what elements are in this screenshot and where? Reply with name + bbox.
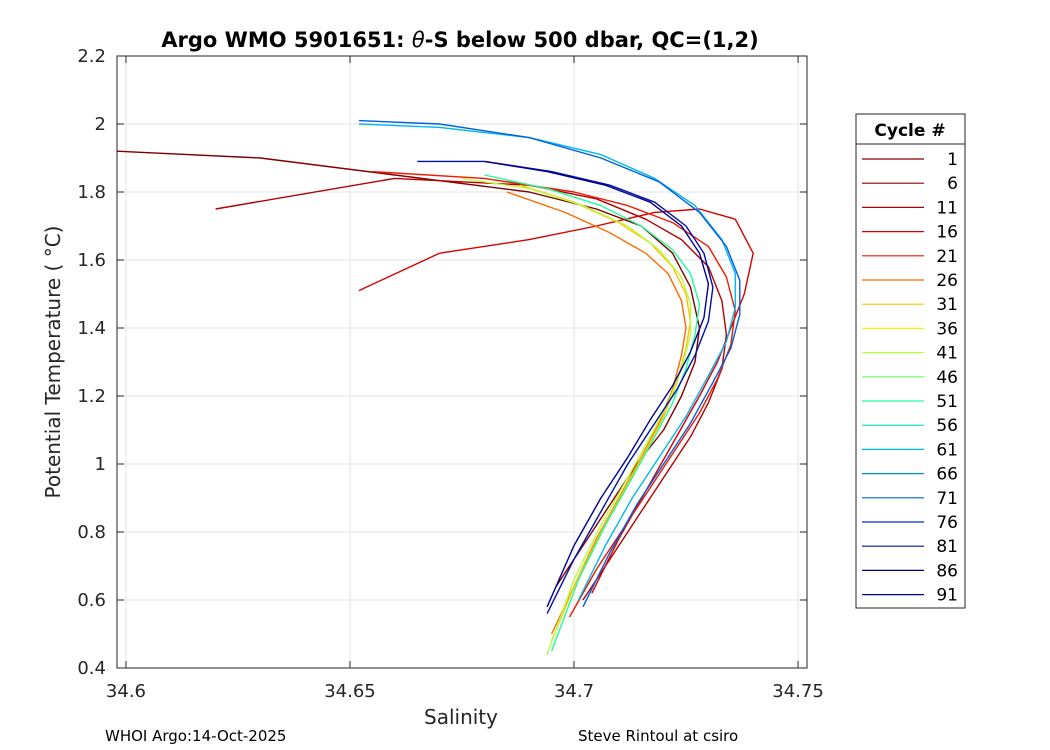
legend-label: 61 — [936, 440, 958, 460]
x-tick-label: 34.7 — [554, 681, 594, 702]
legend: Cycle # 16111621263136414651566166717681… — [855, 113, 966, 609]
y-tick-label: 1.4 — [77, 318, 106, 339]
x-axis-ticks: 34.6 34.65 34.7 34.75 — [106, 56, 824, 702]
legend-label: 91 — [936, 586, 958, 606]
series-line — [417, 160, 714, 614]
y-tick-label: 1.2 — [77, 386, 106, 407]
y-tick-label: 1 — [95, 454, 106, 475]
series-line — [358, 208, 754, 594]
y-tick-label: 0.4 — [77, 658, 106, 679]
legend-label: 46 — [936, 368, 958, 388]
legend-label: 71 — [936, 489, 958, 509]
y-axis-label: Potential Temperature ( °C) — [41, 226, 65, 499]
legend-label: 56 — [936, 416, 958, 436]
legend-label: 81 — [936, 537, 958, 557]
y-tick-label: 1.8 — [77, 182, 106, 203]
y-tick-label: 1.6 — [77, 250, 106, 271]
series-line — [358, 123, 736, 601]
chart-title: Argo WMO 5901651: θ-S below 500 dbar, QC… — [161, 28, 758, 52]
y-axis-ticks: 0.4 0.6 0.8 1 1.2 1.4 1.6 1.8 2 2.2 — [77, 46, 807, 679]
x-tick-label: 34.65 — [324, 681, 376, 702]
series-line — [461, 177, 692, 655]
legend-label: 21 — [936, 247, 958, 267]
y-tick-label: 0.8 — [77, 522, 106, 543]
y-tick-label: 0.6 — [77, 590, 106, 611]
legend-label: 31 — [936, 295, 958, 315]
y-tick-label: 2.2 — [77, 46, 106, 67]
legend-label: 11 — [936, 198, 958, 218]
legend-label: 16 — [936, 223, 958, 243]
legend-label: 51 — [936, 392, 958, 412]
legend-label: 86 — [936, 561, 958, 581]
legend-label: 26 — [936, 271, 958, 291]
legend-label: 66 — [936, 465, 958, 485]
series-line — [519, 184, 692, 642]
series-line — [358, 119, 741, 608]
footer-left: WHOI Argo:14-Oct-2025 — [105, 727, 286, 745]
series-line — [372, 170, 736, 618]
legend-label: 76 — [936, 513, 958, 533]
y-tick-label: 2 — [95, 114, 106, 135]
data-series — [116, 119, 754, 655]
x-tick-label: 34.75 — [772, 681, 824, 702]
legend-label: 6 — [947, 174, 958, 194]
footer-right: Steve Rintoul at csiro — [578, 727, 738, 745]
legend-box — [855, 113, 966, 609]
x-axis-label: Salinity — [424, 705, 498, 729]
legend-title: Cycle # — [874, 121, 945, 141]
series-line — [484, 174, 701, 652]
x-tick-label: 34.6 — [106, 681, 146, 702]
series-line — [484, 160, 710, 608]
axes-box — [116, 55, 808, 669]
legend-label: 41 — [936, 344, 958, 364]
legend-label: 36 — [936, 319, 958, 339]
series-line — [215, 177, 728, 601]
legend-label: 1 — [947, 150, 958, 170]
